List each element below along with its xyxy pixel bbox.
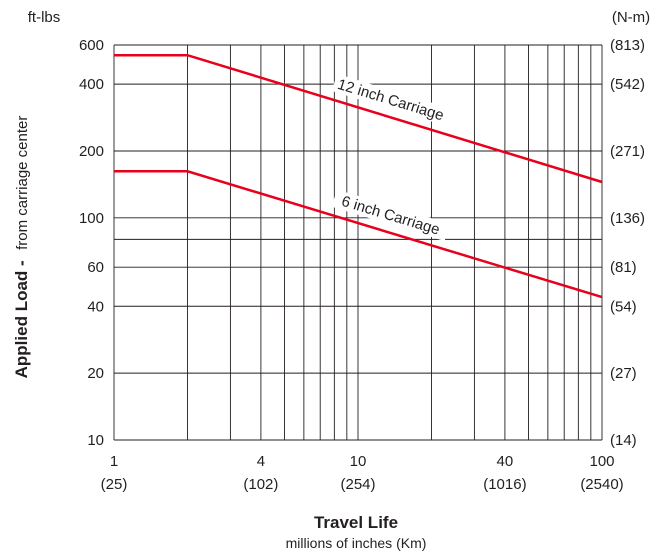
x-tick-label-metric: (254) — [340, 476, 375, 493]
y-unit-left: ft-lbs — [28, 9, 61, 26]
y-tick-label: 400 — [79, 76, 104, 93]
y-tick-label: 10 — [87, 432, 104, 449]
y-tick-label: 100 — [79, 210, 104, 227]
y-axis-title: Applied Load - from carriage center — [12, 116, 31, 379]
x-tick-label: 1 — [110, 453, 118, 470]
y-tick-label: 40 — [87, 298, 104, 315]
grid — [113, 44, 603, 441]
y-tick-label-metric: (81) — [610, 259, 637, 276]
x-tick-label-metric: (2540) — [580, 476, 623, 493]
y-tick-label-metric: (271) — [610, 143, 645, 160]
x-tick-label: 4 — [257, 453, 265, 470]
tick-labels: 10 (14) 20 (27) 40 (54) 60 (81) 100 (136) 200 (271)… — [79, 37, 645, 493]
y-tick-label: 600 — [79, 37, 104, 54]
series-lines — [114, 53, 603, 299]
curve-label-backdrop — [331, 189, 450, 241]
y-tick-label-metric: (27) — [610, 365, 637, 382]
y-tick-label-metric: (542) — [610, 76, 645, 93]
y-unit-right: (N-m) — [612, 9, 650, 26]
x-tick-label: 100 — [589, 453, 614, 470]
y-tick-label: 200 — [79, 143, 104, 160]
y-tick-label: 20 — [87, 365, 104, 382]
x-tick-label: 10 — [350, 453, 367, 470]
y-tick-label-metric: (14) — [610, 432, 637, 449]
x-axis-title: Travel Life — [314, 513, 398, 532]
series-line — [114, 170, 603, 299]
x-tick-label-metric: (25) — [101, 476, 128, 493]
y-tick-label: 60 — [87, 259, 104, 276]
y-tick-label-metric: (54) — [610, 298, 637, 315]
y-axis-title-rest: from carriage center — [14, 116, 31, 250]
x-axis-subtitle: millions of inches (Km) — [286, 535, 427, 551]
y-tick-label-metric: (813) — [610, 37, 645, 54]
x-tick-label-metric: (1016) — [483, 476, 526, 493]
x-tick-label-metric: (102) — [243, 476, 278, 493]
y-axis-title-bold: Applied Load - — [12, 260, 31, 378]
y-tick-label-metric: (136) — [610, 210, 645, 227]
x-tick-label: 40 — [497, 453, 514, 470]
series-line — [114, 53, 603, 184]
curve-label-backdrop — [331, 73, 450, 126]
